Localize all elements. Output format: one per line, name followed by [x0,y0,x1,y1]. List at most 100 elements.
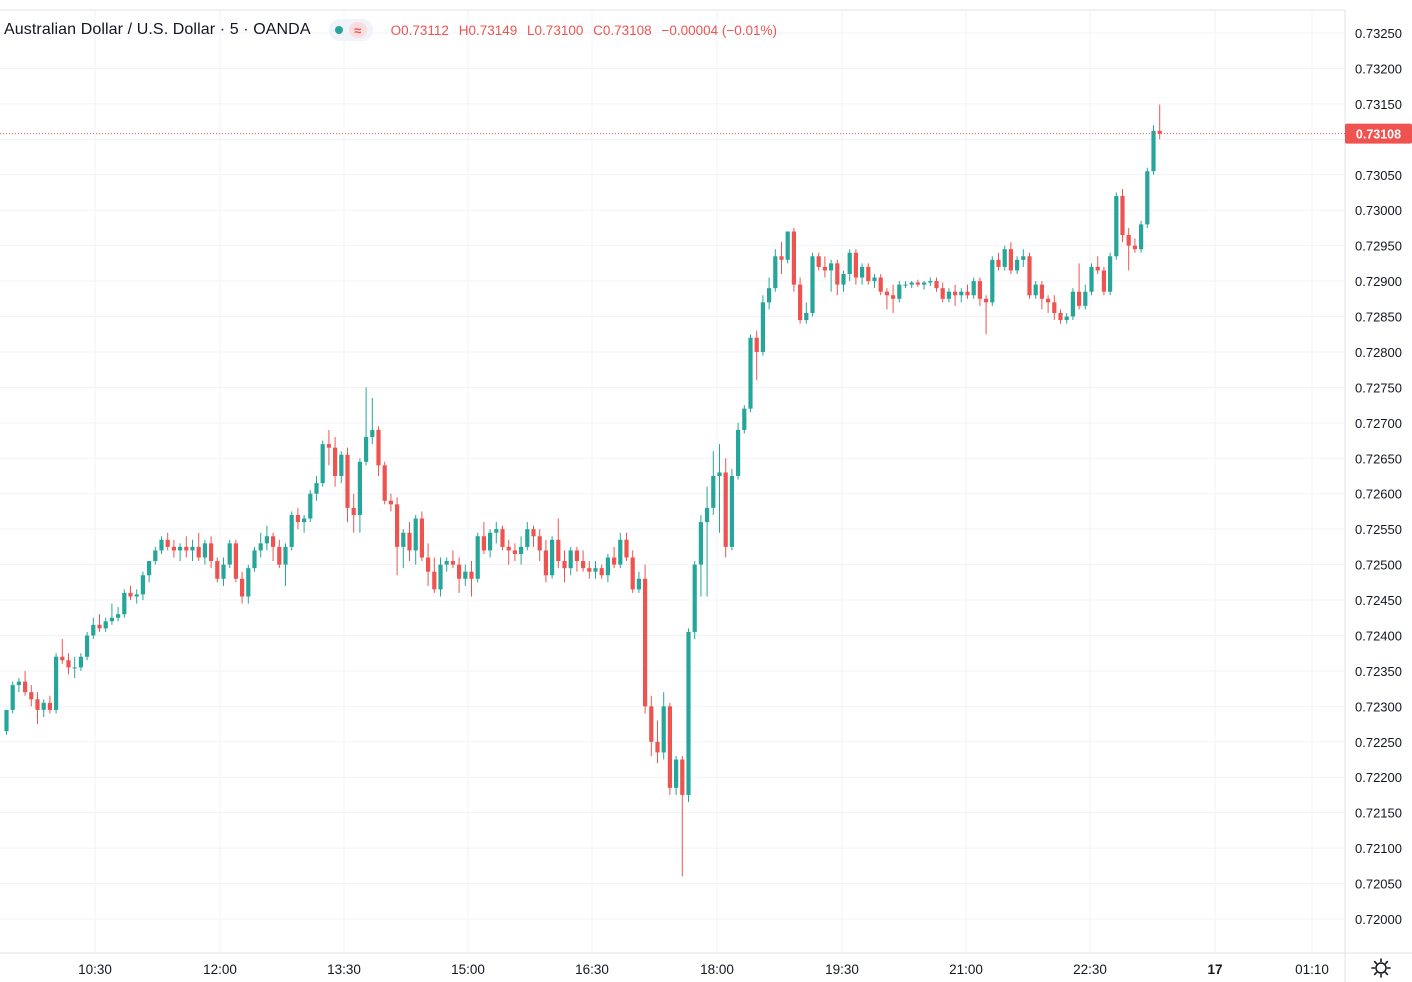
candle-body [41,702,46,710]
candle-body [475,536,480,579]
candle-body [401,532,406,547]
candle [364,387,369,466]
price-tick-label: 0.72900 [1355,274,1402,289]
candle [655,720,660,764]
candle-body [643,578,648,707]
high-label: H [458,22,469,38]
candle-body [525,529,530,547]
candle [1027,252,1032,299]
candle [1145,167,1150,228]
candle [339,451,344,484]
candle-body [940,288,945,299]
candle-body [1070,291,1075,317]
candle-body [686,631,691,795]
candle [1114,192,1119,260]
candle-body [581,561,586,569]
candle-body [630,557,635,590]
candle [822,256,827,278]
candle [72,656,77,679]
time-axis-labels[interactable]: 10:30 12:00 13:30 15:00 16:30 18:00 19:30 21:00… [78,962,1329,977]
candle [940,282,945,303]
time-tick-label: 21:00 [949,962,983,977]
candle-body [78,656,83,668]
candle-body [928,281,933,283]
price-axis-labels[interactable]: 0.73250 0.73200 0.73150 0.73050 0.73000 0.729… [1355,26,1402,927]
price-tick-label: 0.72450 [1355,593,1402,608]
candle [599,564,604,579]
low-value: 0.73100 [534,22,584,38]
candle [351,493,356,533]
candle [550,536,555,579]
candle-body [667,706,672,788]
candle [674,755,679,795]
time-tick-label: 01:10 [1295,962,1329,977]
status-indicators[interactable]: ≈ [328,19,373,41]
candle [481,522,486,554]
candle-body [1095,266,1100,271]
candle-body [457,564,462,579]
candle [376,426,381,476]
candle [568,546,573,576]
candle-body [171,546,176,551]
candles[interactable] [4,104,1162,877]
candle [314,476,319,501]
price-tick-label: 0.72400 [1355,628,1402,643]
candle [1077,263,1082,310]
candle [953,284,958,306]
candle-body [618,539,623,565]
candle-body [178,546,183,551]
candle-body [308,493,313,519]
candle [946,288,951,303]
candle [692,561,697,640]
candle-body [1002,249,1007,267]
candle [178,543,183,562]
candle [686,628,691,803]
candle-body [109,617,114,622]
candle [661,692,666,760]
candle-body [661,706,666,753]
candle [475,532,480,583]
candle-body [649,706,654,742]
candle-body [196,546,201,558]
candle-body [593,568,598,572]
symbol-title[interactable]: Australian Dollar / U.S. Dollar · 5 · OA… [4,21,311,38]
candle-body [432,571,437,590]
close-label: C [593,22,603,38]
candle-body [872,277,877,282]
candle [1008,242,1013,274]
candle [60,639,65,664]
candle-body [915,282,920,285]
candle [333,437,338,487]
candle [605,553,610,583]
candle [109,603,114,625]
candle-body [450,561,455,565]
candle [779,242,784,274]
candle-body [674,759,679,788]
candle-body [283,546,288,565]
candle [928,277,933,287]
candle [835,259,840,296]
candle-body [1015,259,1020,271]
gear-icon[interactable] [1371,958,1391,978]
candle-body [295,514,300,523]
candle [419,511,424,562]
candle-body [884,291,889,296]
candle [488,529,493,558]
axes [0,9,1412,982]
time-tick-label: 12:00 [203,962,237,977]
candle-body [382,465,387,501]
candle-body [767,288,772,303]
candle [525,522,530,551]
candle-body [736,429,741,476]
candle-body [1033,284,1038,296]
candle-body [190,546,195,551]
candle [698,514,703,597]
candle [1157,104,1162,140]
time-tick-label: 18:00 [700,962,734,977]
price-tick-label: 0.72850 [1355,310,1402,325]
candle-body [791,231,796,285]
candle-body [742,408,747,430]
candle-body [426,557,431,572]
candle [4,709,9,735]
